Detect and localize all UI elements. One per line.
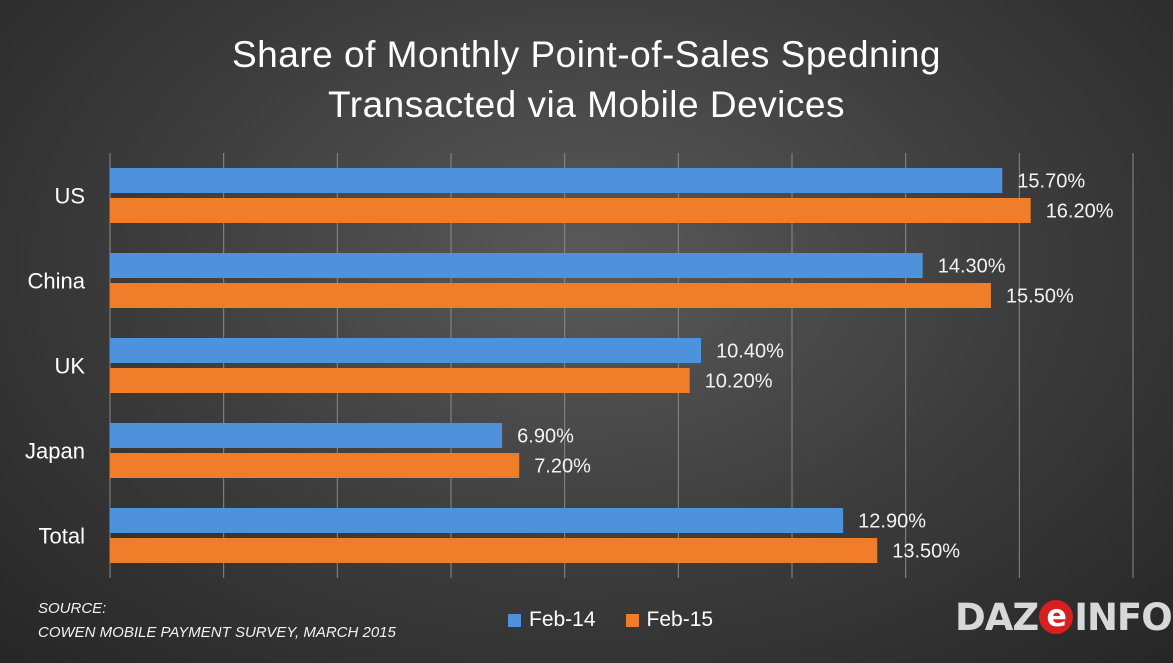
legend-label-feb15: Feb-15 (646, 608, 714, 631)
data-label: 7.20% (534, 456, 591, 478)
data-label: 13.50% (892, 541, 960, 563)
data-label: 10.40% (716, 341, 784, 363)
bar (110, 338, 702, 363)
bar (110, 198, 1031, 223)
source-label: SOURCE: (38, 600, 107, 617)
bar (110, 538, 878, 563)
category-label: US (54, 184, 85, 209)
chart-title-line-2: Transacted via Mobile Devices (328, 84, 845, 125)
category-label: Total (39, 524, 85, 549)
bar (110, 168, 1003, 193)
chart-title-line-1: Share of Monthly Point-of-Sales Spedning (231, 34, 942, 75)
source-text: COWEN MOBILE PAYMENT SURVEY, MARCH 2015 (38, 624, 396, 641)
bar (110, 283, 991, 308)
bar (110, 253, 923, 278)
bar (110, 368, 690, 393)
bar (110, 453, 520, 478)
category-label: UK (54, 354, 85, 379)
legend-item-feb15: Feb-15 (625, 608, 714, 632)
data-label: 15.50% (1006, 286, 1074, 308)
bar (110, 508, 844, 533)
data-label: 14.30% (938, 256, 1006, 278)
bar (110, 423, 503, 448)
data-label: 16.20% (1046, 201, 1114, 223)
legend-item-feb14: Feb-14 (508, 608, 596, 632)
data-label: 10.20% (705, 371, 773, 393)
data-label: 15.70% (1017, 171, 1085, 193)
category-label: China (28, 269, 86, 294)
data-label: 12.90% (858, 511, 926, 533)
data-label: 6.90% (517, 426, 574, 448)
category-label: Japan (25, 439, 85, 464)
dazeinfo-logo: DAZ e INFO (955, 596, 1173, 639)
legend-label-feb14: Feb-14 (529, 608, 596, 631)
legend-swatch-feb15 (625, 613, 639, 627)
legend: Feb-14 Feb-15 (508, 608, 713, 632)
legend-swatch-feb14 (508, 613, 521, 627)
